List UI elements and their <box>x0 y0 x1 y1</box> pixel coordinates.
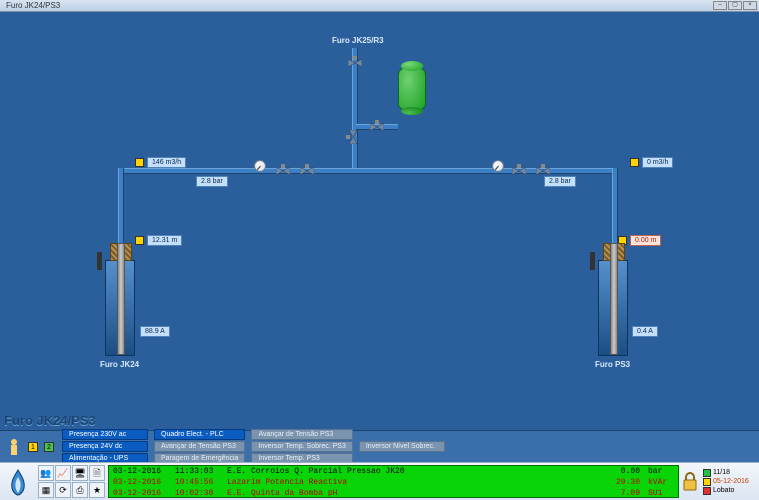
alarm-count: 11/18 <box>713 469 730 476</box>
status-230v: Presença 230V ac <box>62 429 148 440</box>
lock-icon <box>682 472 698 492</box>
bottom-bar: 👥 📈 🖥 🗎 ▦ ⟳ ⎙ ★ 03-12-2016 11:33:03 E.E.… <box>0 462 759 500</box>
valve-left-2[interactable] <box>300 164 312 176</box>
right-info: 11/18 05-12-2016 Lobato <box>701 463 759 500</box>
tank[interactable] <box>398 66 426 112</box>
reading-press-right: 2.8 bar <box>544 176 576 187</box>
user-name: Lobato <box>713 487 734 494</box>
reading-flow-left: 146 m3/h <box>147 157 186 168</box>
led-red <box>703 487 711 495</box>
reading-flow-right: 0 m3/h <box>642 157 673 168</box>
well-handle-right <box>590 252 595 270</box>
btool-6[interactable]: ⟳ <box>55 482 71 498</box>
led-yellow <box>703 478 711 486</box>
reading-level-right: 0.00 m <box>630 235 661 246</box>
well-left-label: Furo JK24 <box>100 360 139 369</box>
well-riser-left <box>117 243 125 355</box>
person-icon <box>8 437 20 457</box>
alarm-unit: bar <box>644 466 678 477</box>
alarm-time: 11:33:03 <box>171 466 223 477</box>
status-gray-0: Avançar de Tensão PS3 <box>154 441 245 452</box>
status-gray-2: Avançar de Tensão PS3 <box>251 429 352 440</box>
valve-top[interactable] <box>348 56 360 68</box>
status-plc: Quadro Elect. - PLC <box>154 429 245 440</box>
lock-cell[interactable] <box>679 463 701 500</box>
reading-level-left: 12.31 m <box>147 235 182 246</box>
pipe <box>118 168 124 248</box>
close-button[interactable]: × <box>743 1 757 10</box>
status-gray-3: Inversor Temp. Sobrec. PS3 <box>251 441 352 452</box>
valve-tank[interactable] <box>370 120 382 132</box>
well-riser-right <box>610 243 618 355</box>
scada-canvas: Furo JK25/R3 146 m3/h 2.8 bar 2.8 bar 0 … <box>0 12 759 430</box>
btool-2[interactable]: 📈 <box>55 465 71 481</box>
indicator-flow-left <box>135 158 144 167</box>
reading-amps-left: 88.9 A <box>140 326 170 337</box>
btool-1[interactable]: 👥 <box>38 465 54 481</box>
btool-4[interactable]: 🗎 <box>89 465 105 481</box>
valve-right-1[interactable] <box>512 164 524 176</box>
well-right[interactable] <box>598 260 628 356</box>
btool-8[interactable]: ★ <box>89 482 105 498</box>
maximize-button[interactable]: ▢ <box>728 1 742 10</box>
valve-right-2[interactable] <box>536 164 548 176</box>
tab-1[interactable]: 1 <box>28 442 38 452</box>
btool-5[interactable]: ▦ <box>38 482 54 498</box>
well-handle-left <box>97 252 102 270</box>
status-24v: Presença 24V dc <box>62 441 148 452</box>
led-green <box>703 469 711 477</box>
indicator-level-left <box>135 236 144 245</box>
flame-icon <box>7 468 29 496</box>
tab-2[interactable]: 2 <box>44 442 54 452</box>
window-titlebar: Furo JK24/PS3 – ▢ × <box>0 0 759 12</box>
status-strip: 1 2 Presença 230V ac Presença 24V dc Ali… <box>0 430 759 462</box>
header-label: Furo JK25/R3 <box>332 36 384 45</box>
minimize-button[interactable]: – <box>713 1 727 10</box>
gauge-right[interactable] <box>492 160 504 172</box>
indicator-flow-right <box>630 158 639 167</box>
alarm-row: 03-12-2016 10:02:38 E.E. Quinta da Bomba… <box>109 488 678 498</box>
gauge-left[interactable] <box>254 160 266 172</box>
reading-press-left: 2.8 bar <box>196 176 228 187</box>
alarm-row: 03-12-2016 10:45:56 Lazarim Potencia Rea… <box>109 477 678 488</box>
alarm-desc: E.E. Corroios Q. Parcial Pressao JK20 <box>223 466 602 477</box>
alarm-date: 03-12-2016 <box>109 466 171 477</box>
btool-7[interactable]: ⎙ <box>72 482 88 498</box>
window-title: Furo JK24/PS3 <box>6 1 60 10</box>
alarm-val: 0.00 <box>602 466 644 477</box>
alarm-row: 03-12-2016 11:33:03 E.E. Corroios Q. Par… <box>109 466 678 477</box>
reading-amps-right: 0.4 A <box>632 326 658 337</box>
valve-mid[interactable] <box>346 130 358 142</box>
clock-date: 05-12-2016 <box>713 478 749 485</box>
bottom-tools: 👥 📈 🖥 🗎 ▦ ⟳ ⎙ ★ <box>36 463 108 500</box>
alarm-table[interactable]: 03-12-2016 11:33:03 E.E. Corroios Q. Par… <box>108 465 679 498</box>
well-left[interactable] <box>105 260 135 356</box>
page-title: Furo JK24/PS3 <box>4 413 96 428</box>
status-gray-5: Inversor Nível Sobrec. <box>359 441 445 452</box>
well-right-label: Furo PS3 <box>595 360 630 369</box>
btool-3[interactable]: 🖥 <box>72 465 88 481</box>
logo <box>0 463 36 500</box>
valve-left-1[interactable] <box>276 164 288 176</box>
